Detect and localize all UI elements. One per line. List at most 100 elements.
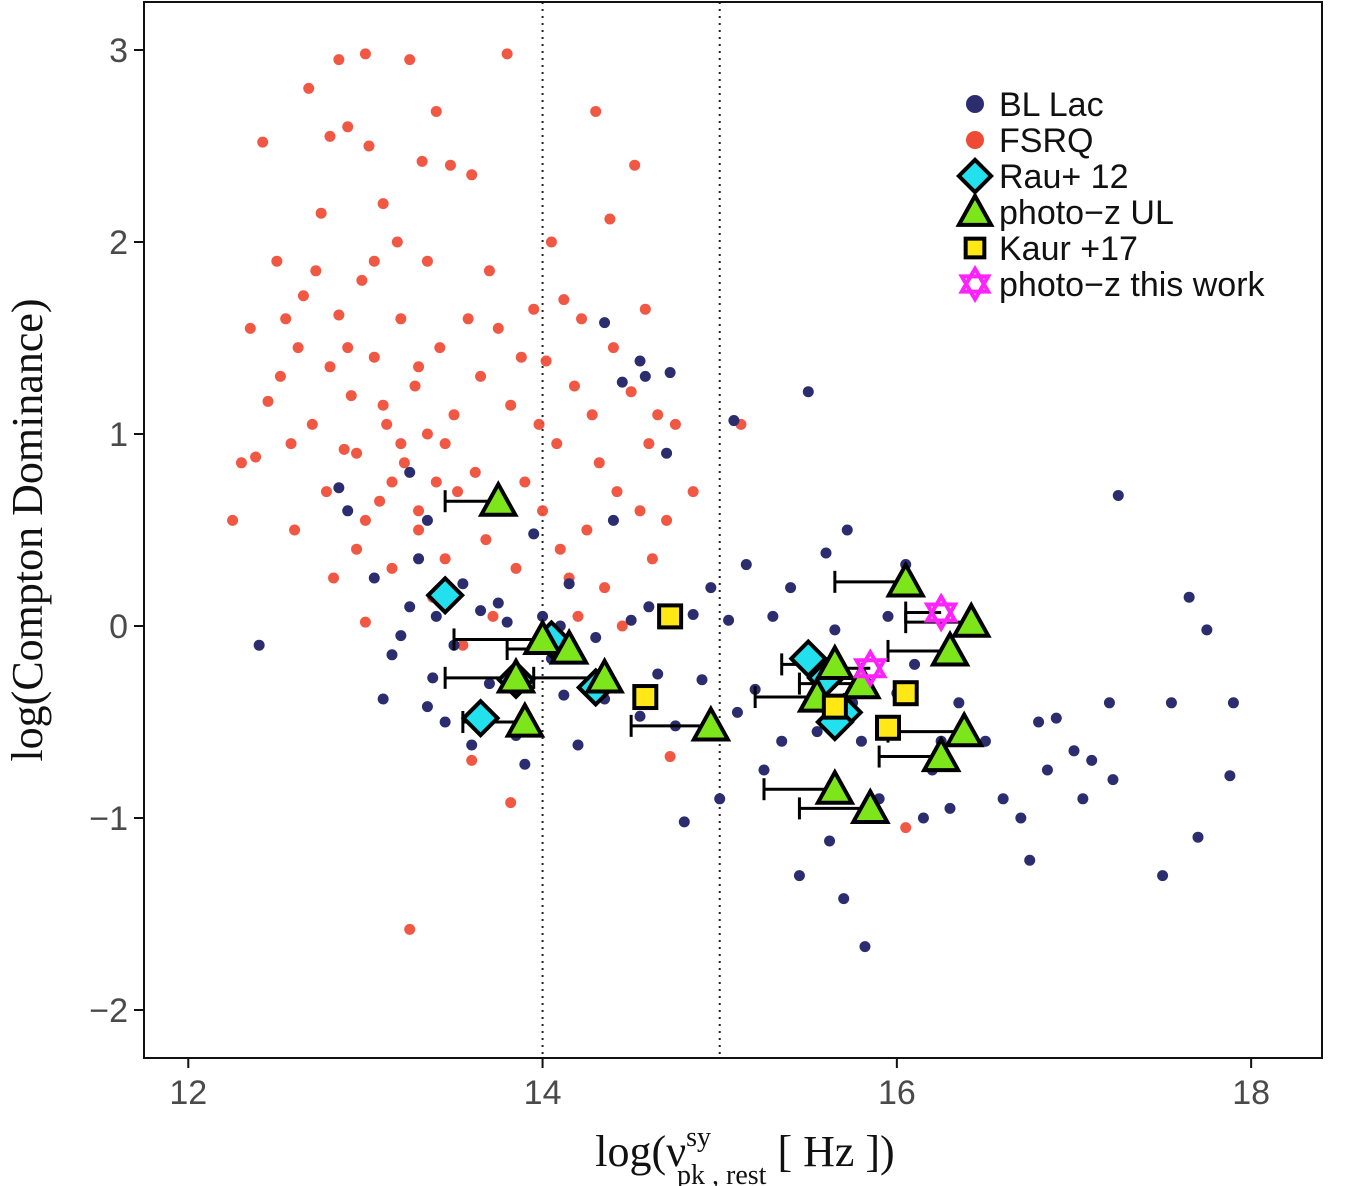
- bllac-point: [664, 367, 676, 379]
- bllac-point: [457, 578, 469, 590]
- fsrq-point: [510, 562, 522, 574]
- bllac-point: [1112, 489, 1124, 501]
- fsrq-point: [333, 54, 345, 66]
- fsrq-point: [303, 82, 315, 94]
- fsrq-point: [395, 438, 407, 450]
- fsrq-point: [297, 290, 309, 302]
- bllac-point: [439, 716, 451, 728]
- bllac-point: [820, 547, 832, 559]
- bllac-point: [997, 793, 1009, 805]
- bllac-point: [599, 317, 611, 329]
- fsrq-point: [289, 524, 301, 536]
- this-work-point: [852, 648, 888, 689]
- bllac-point: [590, 632, 602, 644]
- photoz-ul-point: [690, 704, 732, 742]
- fsrq-point: [487, 610, 499, 622]
- star-triangle-down: [923, 602, 959, 633]
- bllac-point: [687, 608, 699, 620]
- this-work-point: [923, 592, 959, 633]
- fsrq-point: [643, 438, 655, 450]
- bllac-point: [634, 355, 646, 367]
- bllac-point: [483, 678, 495, 690]
- kaur17-point: [875, 714, 901, 741]
- bllac-point: [643, 601, 655, 613]
- fsrq-point: [386, 476, 398, 488]
- fsrq-point: [377, 399, 389, 411]
- fsrq-point: [540, 355, 552, 367]
- bllac-point: [1050, 712, 1062, 724]
- legend-label: FSRQ: [999, 122, 1093, 160]
- fsrq-point: [391, 236, 403, 248]
- bllac-point: [421, 514, 433, 526]
- fsrq-point: [466, 169, 478, 181]
- fsrq-point: [368, 255, 380, 267]
- photoz-ul-point: [885, 560, 927, 598]
- bllac-point: [537, 610, 549, 622]
- fsrq-point: [505, 399, 517, 411]
- star-triangle-up: [958, 264, 992, 294]
- fsrq-point: [386, 562, 398, 574]
- bllac-point: [776, 735, 788, 747]
- kaur17-point: [892, 680, 919, 707]
- bllac-point: [1068, 745, 1080, 757]
- fsrq-point: [528, 303, 540, 315]
- fsrq-point: [359, 514, 371, 526]
- bllac-point: [395, 630, 407, 642]
- fsrq-point: [576, 313, 588, 325]
- y-tick-label: 3: [109, 32, 128, 70]
- bllac-point: [1086, 754, 1098, 766]
- fsrq-point: [581, 524, 593, 536]
- bllac-point: [368, 572, 380, 584]
- fsrq-point: [398, 457, 410, 469]
- y-tick-label: −2: [89, 992, 128, 1030]
- bllac-point: [413, 553, 425, 565]
- this-work-point: [958, 264, 992, 304]
- fsrq-point: [257, 136, 269, 148]
- fsrq-point: [607, 342, 619, 354]
- bllac-point: [723, 614, 735, 626]
- x-tick-label: 16: [878, 1074, 916, 1112]
- rau12-point: [425, 575, 465, 616]
- photoz-ul-point: [943, 710, 985, 748]
- fsrq-point: [292, 342, 304, 354]
- bllac-point: [714, 793, 726, 805]
- bllac-point: [427, 672, 439, 684]
- fsrq-point: [480, 534, 492, 546]
- bllac-point: [953, 697, 965, 709]
- fsrq-point: [558, 294, 570, 306]
- legend-label: photo−z UL: [999, 194, 1174, 232]
- fsrq-point: [604, 213, 616, 225]
- fsrq-point: [342, 121, 354, 133]
- fsrq-point: [593, 457, 605, 469]
- bllac-point: [634, 710, 646, 722]
- fsrq-point: [533, 418, 545, 430]
- bllac-point: [1015, 812, 1027, 824]
- data-points: [227, 48, 1239, 953]
- star-triangle-up: [923, 592, 959, 623]
- kaur17-point: [632, 684, 659, 711]
- fsrq-point: [545, 236, 557, 248]
- bllac-point: [377, 693, 389, 705]
- fsrq-point: [363, 140, 375, 152]
- bllac-point: [519, 758, 531, 770]
- star-triangle-up: [852, 648, 888, 679]
- fsrq-point: [900, 822, 912, 834]
- y-tick-label: 2: [109, 224, 128, 262]
- fsrq-point: [430, 476, 442, 488]
- bllac-point: [492, 597, 504, 609]
- bllac-point: [528, 528, 540, 540]
- fsrq-point: [439, 438, 451, 450]
- fsrq-point: [274, 370, 286, 382]
- bllac-point: [572, 739, 584, 751]
- fsrq-point: [551, 438, 563, 450]
- bllac-point: [1041, 764, 1053, 776]
- legend-swatch-bllac: [966, 95, 984, 113]
- bllac-point: [705, 582, 717, 594]
- fsrq-point: [356, 274, 368, 286]
- fsrq-point: [338, 443, 350, 455]
- fsrq-point: [616, 620, 628, 632]
- legend-label: Kaur +17: [999, 230, 1138, 268]
- fsrq-point: [328, 572, 340, 584]
- fsrq-point: [324, 361, 336, 373]
